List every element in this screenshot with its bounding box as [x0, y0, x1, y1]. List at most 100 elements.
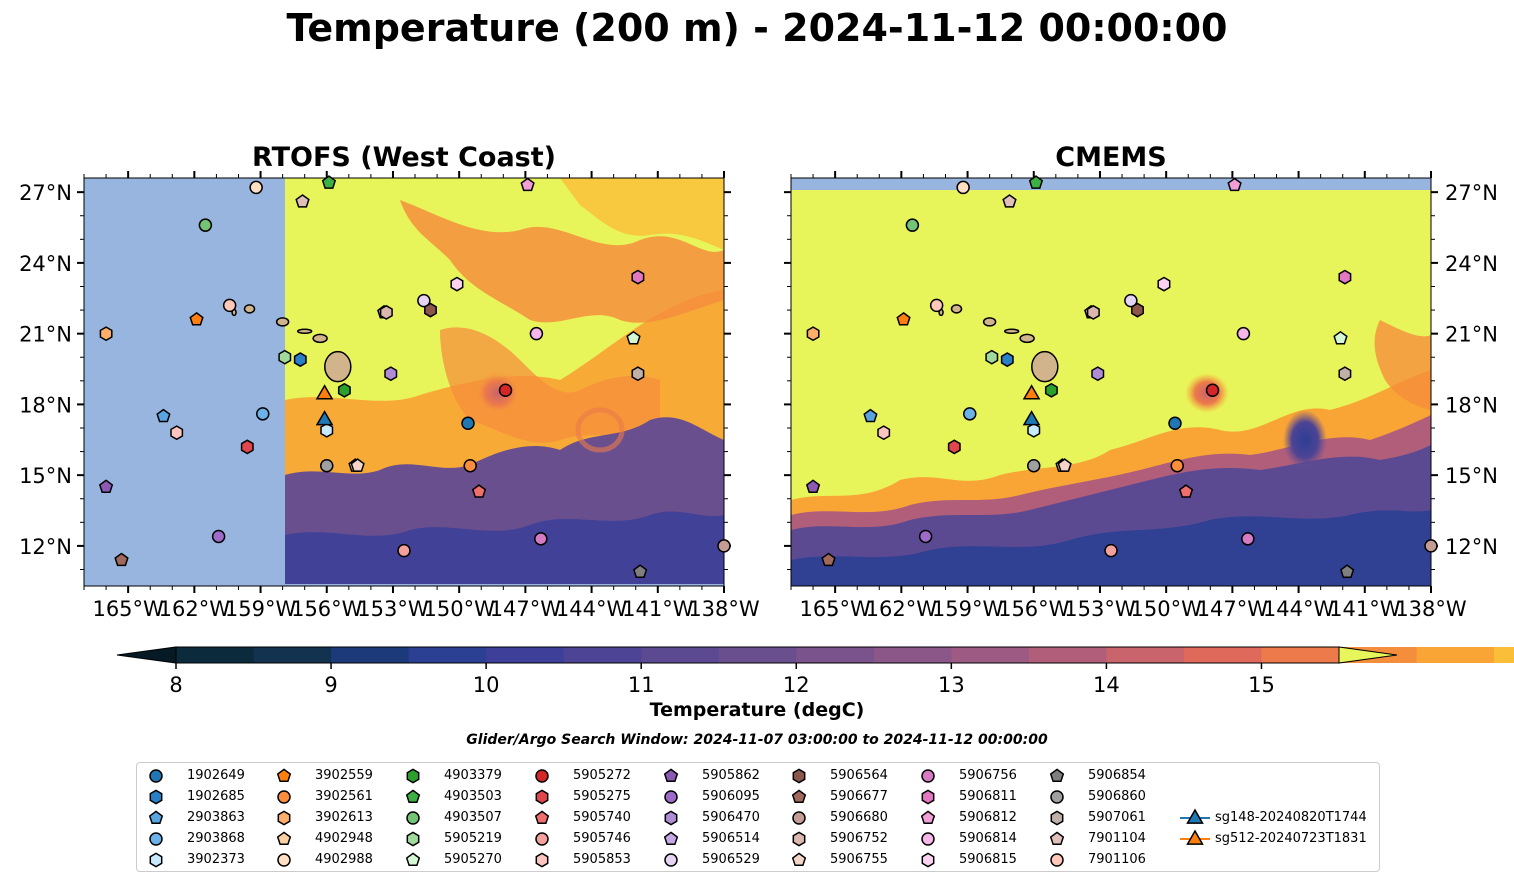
marker-5905275 [240, 439, 254, 455]
legend-label: 5905862 [702, 768, 760, 783]
cold-eddy [1283, 410, 1327, 470]
legend-marker [535, 789, 549, 804]
legend-marker [535, 809, 550, 824]
marker-5905740 [1178, 484, 1194, 498]
colorbar-bin [1183, 647, 1262, 663]
legend-label: 3902613 [315, 810, 373, 825]
legend-label: 5906860 [1088, 789, 1146, 804]
x-tick-label: 165°W [799, 597, 871, 621]
legend-marker [535, 768, 549, 783]
x-tick-label: 150°W [1130, 597, 1202, 621]
legend-label: 5906095 [702, 789, 760, 804]
legend-marker [406, 831, 420, 846]
colorbar-bin [1416, 647, 1495, 663]
legend-marker-icon [406, 768, 420, 783]
legend-label: 5906854 [1088, 768, 1146, 783]
marker-3902613 [806, 326, 820, 342]
legend-marker [535, 852, 549, 867]
legend-marker [1050, 852, 1064, 867]
legend-marker-icon [149, 789, 163, 804]
legend-label: 5905270 [444, 852, 502, 867]
map-panel-cmems [791, 178, 1431, 586]
legend-marker-icon [921, 809, 936, 824]
legend-item: 5906680 [792, 807, 888, 828]
marker-5906564 [424, 302, 437, 318]
legend-marker-icon [149, 831, 163, 846]
marker-5906095 [211, 529, 226, 544]
marker-5906680 [717, 539, 731, 553]
legend-item: 5905740 [535, 807, 631, 828]
y-tick-label: 12°N [19, 535, 72, 559]
legend-marker [1050, 830, 1065, 845]
island-molokai [1003, 328, 1020, 335]
marker-4902988 [956, 180, 970, 195]
marker-5906756 [534, 532, 548, 546]
legend-item: 5907061 [1050, 807, 1146, 828]
island-molokai [296, 328, 313, 335]
y-tick-label: 15°N [1445, 464, 1498, 488]
marker-5906812 [520, 177, 535, 192]
legend-label: 4902988 [315, 852, 373, 867]
colorbar-tick-label: 10 [473, 673, 500, 697]
marker-2903868 [256, 407, 270, 421]
marker-3902373 [1027, 422, 1041, 438]
legend-marker-icon [277, 810, 291, 825]
marker-3902559 [896, 311, 911, 326]
legend-item: sg512-20240723T1831 [1179, 828, 1367, 849]
colorbar-tick-label: 9 [324, 673, 337, 697]
legend-item: 7901104 [1050, 828, 1146, 849]
marker-5906854 [1340, 564, 1355, 578]
legend-marker-icon [921, 831, 935, 846]
colorbar-bin [331, 647, 410, 663]
legend-marker [921, 809, 936, 824]
marker-5905862 [805, 479, 821, 494]
marker-3902613 [99, 326, 113, 342]
figure-canvas: 165°W162°W159°W156°W153°W150°W147°W144°W… [19, 171, 1514, 697]
colorbar-bin [563, 647, 642, 663]
x-tick-label: 138°W [1395, 597, 1467, 621]
legend-marker-icon [535, 789, 549, 804]
marker-1902685 [293, 352, 307, 368]
colorbar-bin [408, 647, 487, 663]
marker-5905270 [1333, 330, 1348, 345]
legend-label: 4903507 [444, 810, 502, 825]
marker-5906812 [1227, 177, 1242, 192]
legend-marker [664, 789, 678, 804]
hawaii-islands [231, 304, 352, 383]
colorbar-bin [718, 647, 797, 663]
x-tick-label: 144°W [556, 597, 628, 621]
legend-item: 4903507 [406, 807, 502, 828]
legend-marker [277, 789, 291, 804]
marker-5905862 [98, 479, 114, 494]
legend-item: 4902948 [277, 828, 373, 849]
cold-core [285, 511, 724, 584]
colorbar-bin [176, 647, 255, 663]
x-tick-label: 162°W [159, 597, 231, 621]
legend-item: 1902649 [149, 765, 245, 786]
legend-item: 5905270 [406, 849, 502, 870]
x-tick-label: 156°W [998, 597, 1070, 621]
legend-marker [921, 852, 935, 867]
x-tick-label: 144°W [1263, 597, 1335, 621]
legend-label: 2903863 [187, 810, 245, 825]
legend-label: 5907061 [1088, 810, 1146, 825]
map-frame-left [83, 177, 725, 587]
legend-marker-icon [406, 851, 421, 866]
marker-5906677 [114, 552, 129, 567]
legend-marker-icon [1050, 789, 1064, 804]
legend-label: 5905275 [573, 789, 631, 804]
legend-item: 2903868 [149, 828, 245, 849]
marker-5905746 [1104, 543, 1118, 558]
marker-sg512-20240723T1831 [315, 384, 334, 400]
colorbar-bin [253, 647, 332, 663]
marker-5906811 [631, 269, 645, 285]
panel-title-rtofs: RTOFS (West Coast) [252, 142, 556, 173]
legend-marker-icon [406, 831, 420, 846]
legend-marker [1050, 767, 1065, 782]
legend-label: 5906677 [830, 789, 888, 804]
marker-5906564 [1131, 302, 1144, 318]
marker-5906752 [1086, 304, 1100, 320]
marker-5906755 [350, 458, 365, 472]
marker-5906854 [633, 564, 648, 578]
legend-item: 5905853 [535, 849, 631, 870]
